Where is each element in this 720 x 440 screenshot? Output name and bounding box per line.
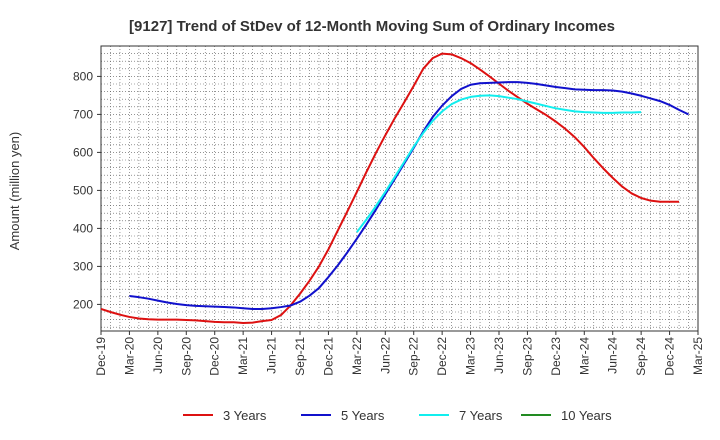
legend-label-3-years: 3 Years (223, 408, 267, 423)
x-tick-label: Sep-21 (293, 337, 307, 376)
x-tick-label: Jun-21 (265, 337, 279, 374)
x-tick-label: Dec-20 (208, 337, 222, 376)
x-tick-label: Sep-23 (520, 337, 534, 376)
y-tick-label: 600 (73, 145, 93, 159)
x-tick-label: Jun-24 (606, 337, 620, 374)
legend-label-5-years: 5 Years (341, 408, 385, 423)
legend: 3 Years 5 Years 7 Years 10 Years (183, 408, 612, 423)
x-tick-label: Sep-20 (179, 337, 193, 376)
x-tick-label: Dec-24 (663, 337, 677, 376)
x-tick-label: Sep-24 (634, 337, 648, 376)
y-tick-label: 400 (73, 221, 93, 235)
y-tick-label: 800 (73, 69, 93, 83)
x-tick-label: Dec-22 (435, 337, 449, 376)
plot-area: 200 300 400 500 600 700 800 Dec-19 Mar-20 Jun-20 S… (73, 45, 705, 376)
x-tick-label: Mar-24 (577, 337, 591, 375)
x-tick-label: Mar-20 (122, 337, 136, 375)
legend-label-10-years: 10 Years (561, 408, 612, 423)
x-tick-label: Mar-23 (464, 337, 478, 375)
x-tick-label: Mar-25 (691, 337, 705, 375)
series-line-7-years (356, 94, 642, 233)
y-axis-label: Amount (million yen) (7, 132, 22, 251)
x-tick-label: Jun-22 (378, 337, 392, 374)
series-line-5-years (129, 81, 689, 310)
x-tick-label: Mar-22 (350, 337, 364, 375)
legend-label-7-years: 7 Years (459, 408, 503, 423)
x-tick-label: Dec-19 (94, 337, 108, 376)
plot-frame (100, 45, 699, 332)
y-tick-label: 300 (73, 259, 93, 273)
series-line-3-years (100, 52, 680, 325)
x-tick-label: Dec-21 (321, 337, 335, 376)
y-tick-label: 200 (73, 297, 93, 311)
x-tick-label: Dec-23 (549, 337, 563, 376)
x-tick-label: Mar-21 (236, 337, 250, 375)
x-tick-label: Jun-20 (151, 337, 165, 374)
chart-title: [9127] Trend of StDev of 12-Month Moving… (129, 18, 615, 35)
x-tick-label: Jun-23 (492, 337, 506, 374)
x-tick-label: Sep-22 (407, 337, 421, 376)
y-tick-label: 500 (73, 183, 93, 197)
y-tick-label: 700 (73, 107, 93, 121)
